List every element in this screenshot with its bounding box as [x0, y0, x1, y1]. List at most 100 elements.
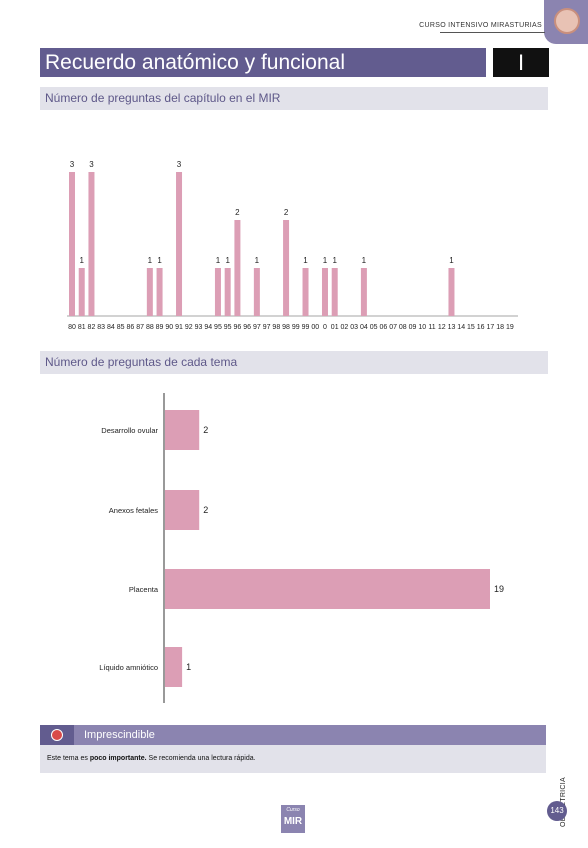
x-tick-label: 02: [341, 324, 349, 331]
x-tick-label: 95: [214, 324, 222, 331]
x-tick-label: 03: [350, 324, 358, 331]
bar-value-label: 1: [255, 256, 260, 265]
bar-value-label: 1: [323, 256, 328, 265]
bar-0: [321, 268, 328, 316]
x-tick-label: 93: [195, 324, 203, 331]
x-tick-label: 84: [107, 324, 115, 331]
bar-value-label: 3: [89, 160, 94, 169]
bar-value-label: 1: [80, 256, 85, 265]
category-label: Líquido amniótico: [99, 663, 158, 672]
bar-80: [69, 172, 75, 316]
x-tick-label: 14: [457, 324, 465, 331]
bar-value-label: 1: [216, 256, 221, 265]
x-tick-label: 89: [156, 324, 164, 331]
target-icon: [51, 729, 63, 741]
page-title: Recuerdo anatómico y funcional: [40, 48, 486, 77]
x-tick-label: 05: [370, 324, 378, 331]
bar-value-label: 1: [157, 256, 162, 265]
x-tick-label: 88: [146, 324, 154, 331]
bar-value-label: 3: [177, 160, 182, 169]
x-tick-label: 12: [438, 324, 446, 331]
x-tick-label: 09: [409, 324, 417, 331]
important-icon-box: [40, 725, 74, 745]
bar-value-label: 3: [70, 160, 75, 169]
important-text-prefix: Este tema es: [47, 755, 88, 762]
bar-97: [253, 268, 260, 316]
bar-88: [146, 268, 153, 316]
bar-89: [156, 268, 163, 316]
x-tick-label: 85: [117, 324, 125, 331]
hbar-placenta: [165, 569, 490, 609]
bar-value-label: 1: [332, 256, 337, 265]
x-tick-label: 01: [331, 324, 339, 331]
x-tick-label: 07: [389, 324, 397, 331]
bar-95: [224, 268, 231, 316]
bar-82: [88, 172, 95, 316]
hbar-value-label: 2: [203, 425, 208, 435]
hbar-value-label: 1: [186, 662, 191, 672]
bar-value-label: 1: [449, 256, 454, 265]
category-label: Desarrollo ovular: [101, 426, 158, 435]
section-title-topic-questions: Número de preguntas de cada tema: [40, 351, 548, 374]
bar-value-label: 1: [362, 256, 367, 265]
x-tick-label: 08: [399, 324, 407, 331]
hbar-anexos-fetales: [165, 490, 200, 530]
bar-98: [283, 220, 290, 316]
category-label: Placenta: [129, 585, 159, 594]
x-tick-label: 11: [428, 324, 435, 331]
bar-13: [448, 268, 455, 316]
bar-95: [214, 268, 221, 316]
page-number: 143: [547, 801, 567, 821]
x-tick-label: 18: [496, 324, 504, 331]
important-text-bold: poco importante.: [89, 755, 147, 762]
important-bar: [40, 725, 546, 745]
chapter-number: I: [493, 48, 549, 77]
bar-01: [331, 268, 338, 316]
x-tick-label: 86: [126, 324, 134, 331]
x-tick-label: 87: [136, 324, 144, 331]
x-tick-label: 95: [224, 324, 232, 331]
x-tick-label: 15: [467, 324, 475, 331]
x-tick-label: 04: [360, 324, 368, 331]
hbar-value-label: 2: [203, 505, 208, 515]
x-tick-label: 0: [323, 324, 327, 331]
bar-value-label: 2: [284, 208, 289, 217]
category-label: Anexos fetales: [109, 506, 158, 515]
x-tick-label: 96: [234, 324, 242, 331]
bar-value-label: 2: [235, 208, 240, 217]
x-tick-label: 82: [88, 324, 96, 331]
x-tick-label: 10: [418, 324, 426, 331]
x-tick-label: 06: [379, 324, 387, 331]
logo-small-text: Curso: [286, 807, 300, 813]
hbar-líquido-amniótico: [165, 647, 183, 687]
important-text: Este tema es poco importante. Se recomie…: [40, 745, 546, 773]
logo-main-text: MIR: [283, 816, 303, 827]
x-tick-label: 16: [477, 324, 485, 331]
bar-81: [78, 268, 85, 316]
x-tick-label: 80: [68, 324, 76, 331]
x-tick-label: 96: [243, 324, 251, 331]
header-divider: [440, 32, 545, 33]
x-tick-label: 17: [486, 324, 494, 331]
x-tick-label: 98: [282, 324, 290, 331]
bar-value-label: 1: [303, 256, 308, 265]
x-tick-label: 97: [263, 324, 271, 331]
bar-96: [234, 220, 241, 316]
x-tick-label: 97: [253, 324, 261, 331]
section-title-mir-questions: Número de preguntas del capítulo en el M…: [40, 87, 548, 110]
bar-value-label: 1: [225, 256, 230, 265]
corner-tab: [544, 0, 588, 44]
x-tick-label: 91: [175, 324, 183, 331]
x-tick-label: 90: [165, 324, 173, 331]
bar-99: [302, 268, 309, 316]
x-tick-label: 81: [78, 324, 86, 331]
mir-logo: Curso MIR: [281, 805, 305, 833]
x-tick-label: 99: [292, 324, 300, 331]
hbar-desarrollo-ovular: [165, 410, 200, 450]
bar-91: [176, 172, 183, 316]
fetus-icon: [554, 8, 580, 34]
important-title: Imprescindible: [84, 729, 155, 741]
important-text-suffix: Se recomienda una lectura rápida.: [148, 755, 256, 762]
x-tick-label: 92: [185, 324, 193, 331]
